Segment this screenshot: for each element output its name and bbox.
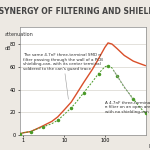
Text: The same 4.7nF three-terminal SMD π
filter passing through the wall of a PCB
shi: The same 4.7nF three-terminal SMD π filt… (23, 53, 104, 99)
Text: A 4.7nF three-terminal SMD
π filter on an open area of a PCB
with no shielding-c: A 4.7nF three-terminal SMD π filter on a… (105, 70, 150, 114)
Text: dB: dB (4, 46, 11, 51)
Text: THE SYNERGY OF FILTERING AND SHIELDING: THE SYNERGY OF FILTERING AND SHIELDING (0, 7, 150, 16)
Text: attenuation: attenuation (4, 32, 33, 37)
Text: MHz: MHz (148, 144, 150, 149)
